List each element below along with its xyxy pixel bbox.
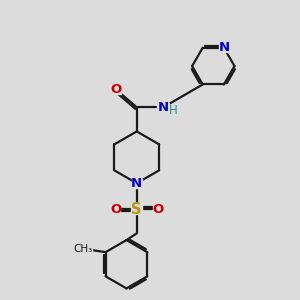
Bar [111, 205, 120, 214]
Text: CH₃: CH₃ [74, 244, 93, 254]
Bar [158, 103, 169, 112]
Text: O: O [152, 203, 164, 216]
Text: N: N [158, 101, 169, 114]
Bar [153, 205, 163, 214]
Bar [131, 204, 142, 214]
Text: H: H [169, 104, 178, 117]
Text: N: N [131, 177, 142, 190]
Text: N: N [218, 41, 230, 54]
Bar [111, 85, 121, 94]
Bar [219, 43, 229, 52]
Text: S: S [131, 202, 142, 217]
Bar [75, 245, 92, 254]
Text: O: O [110, 203, 121, 216]
Bar [132, 179, 142, 188]
Text: O: O [110, 83, 122, 96]
